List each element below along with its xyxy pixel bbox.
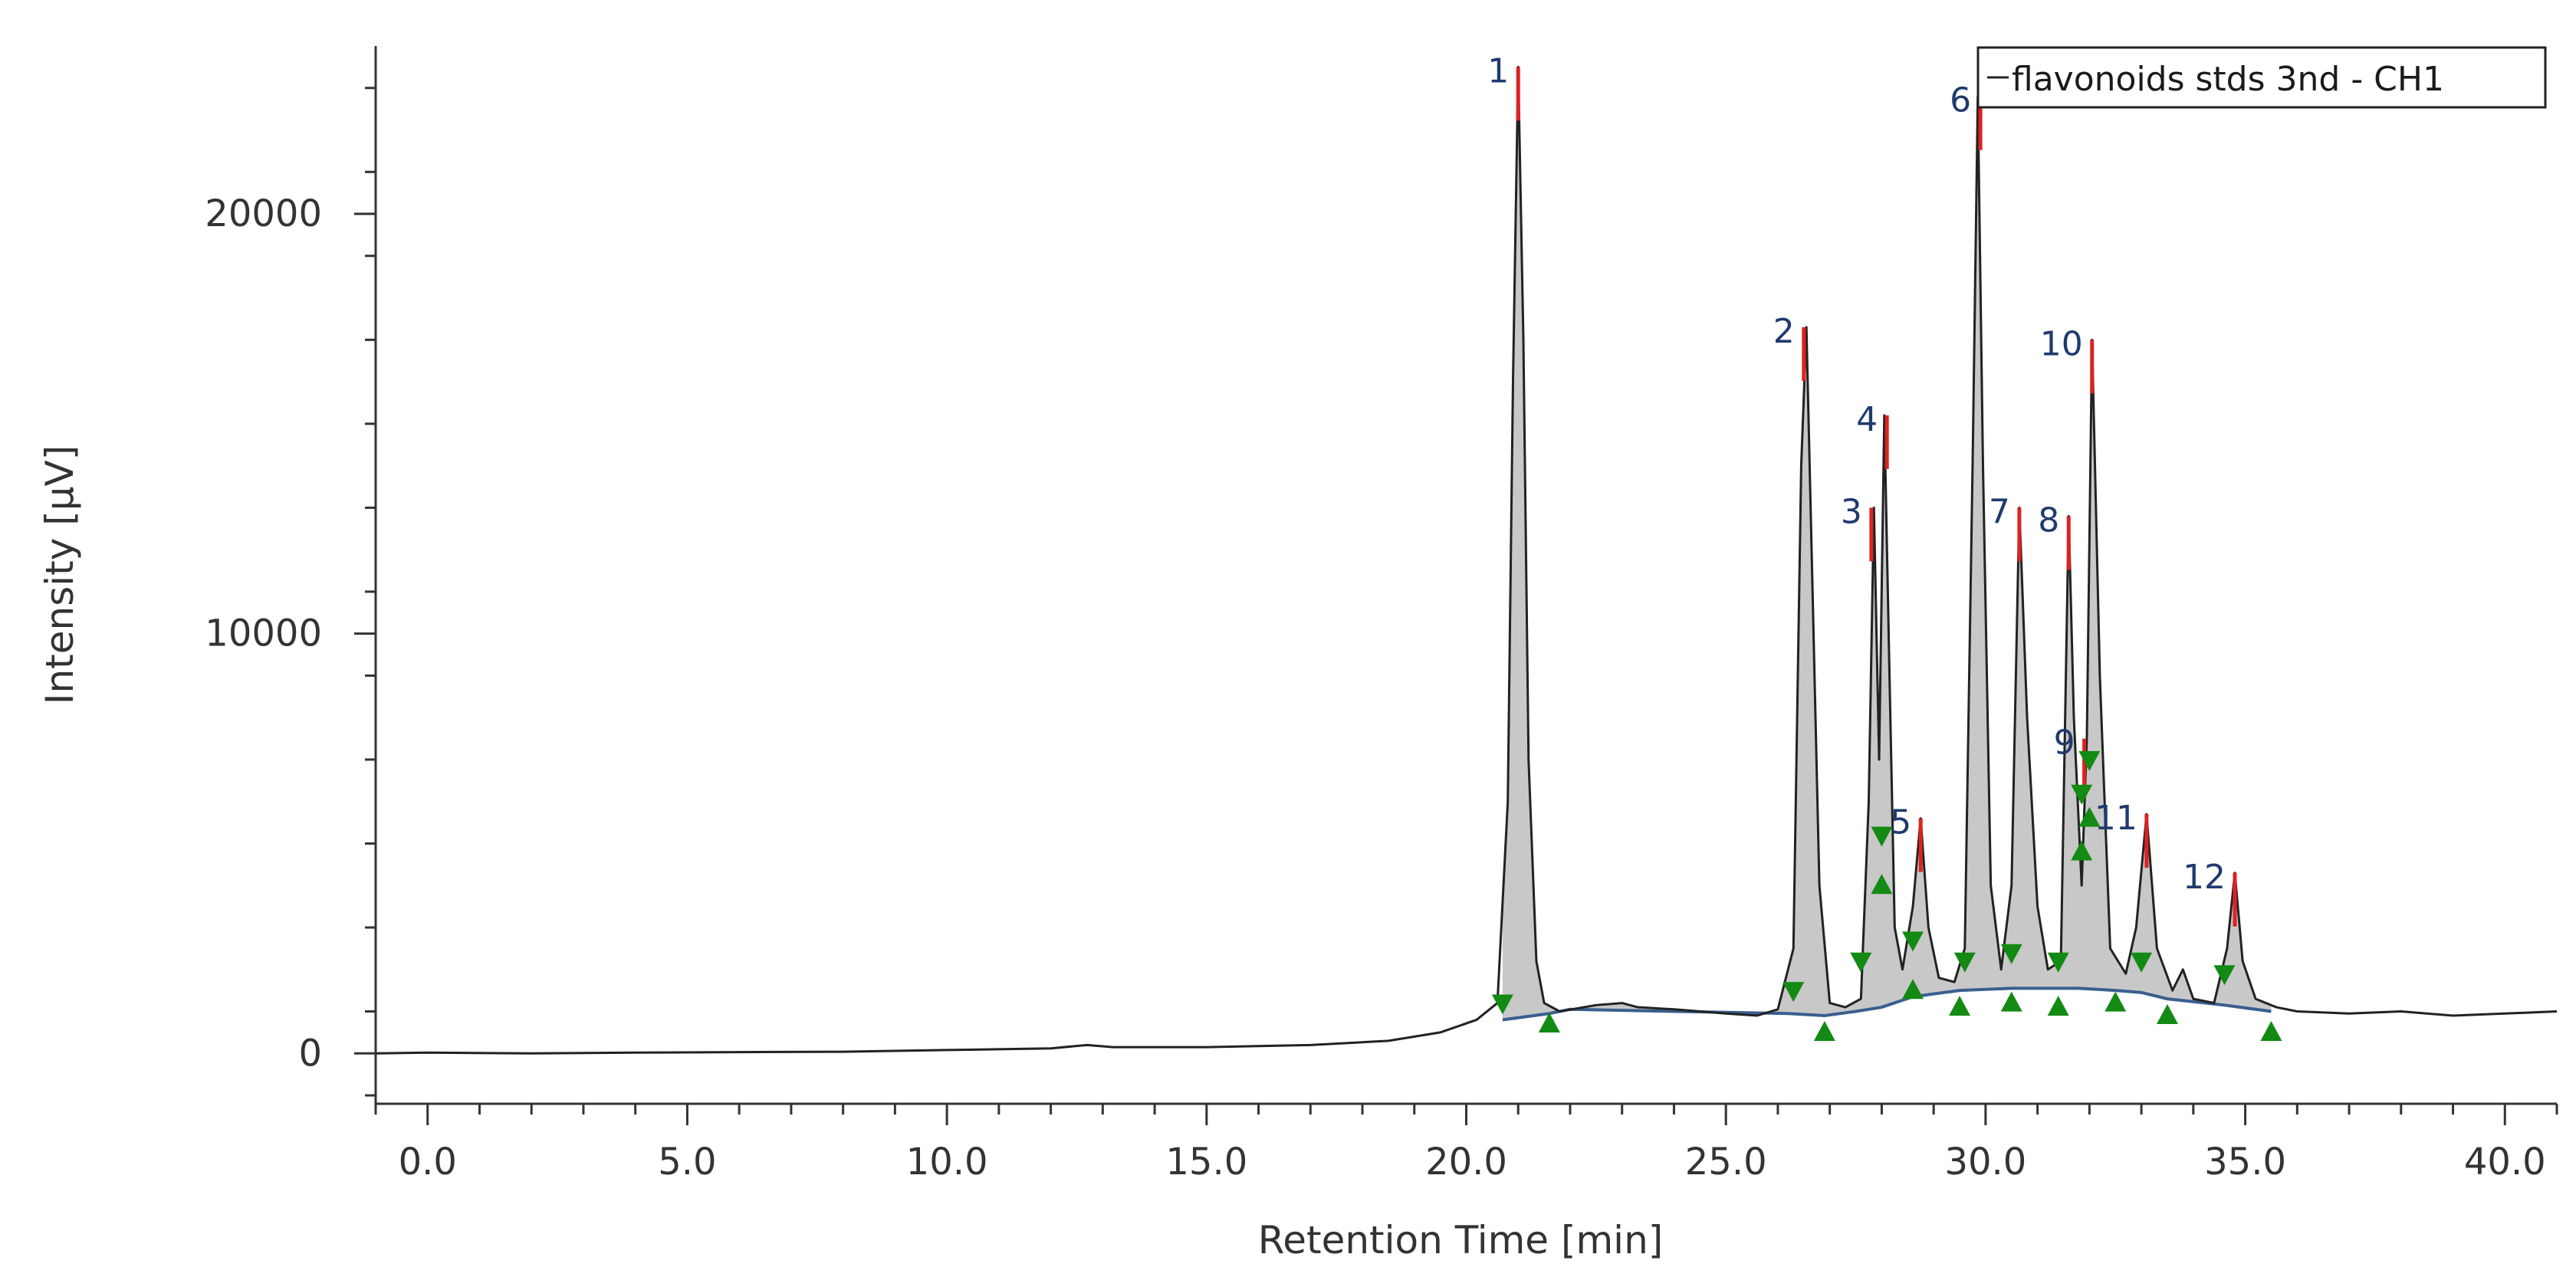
peak-end-marker [2071, 840, 2093, 861]
peak-label: 8 [2038, 501, 2059, 540]
peak-start-marker [1953, 952, 1976, 973]
peak-label: 6 [1950, 81, 1971, 120]
peak-start-marker [2071, 784, 2093, 805]
legend-entry: flavonoids stds 3nd - CH1 [2012, 60, 2444, 99]
peak-start-marker [1850, 952, 1872, 973]
x-tick-label: 15.0 [1165, 1141, 1247, 1183]
peak-start-marker [2047, 952, 2069, 973]
y-tick-label: 20000 [205, 192, 322, 235]
peak-label: 9 [2054, 724, 2075, 763]
peak-end-marker [2078, 806, 2101, 827]
peak-end-marker [1902, 979, 1924, 1000]
y-tick-label: 0 [298, 1032, 322, 1075]
x-tick-label: 0.0 [399, 1141, 457, 1183]
y-axis-title: Intensity [µV] [38, 445, 82, 705]
peak-end-marker [2260, 1020, 2282, 1041]
peak-label: 7 [1989, 492, 2010, 531]
peak-end-marker [1949, 996, 1971, 1016]
signal-trace [375, 65, 2558, 1055]
y-tick-label: 10000 [205, 612, 322, 655]
legend-box [1976, 46, 2547, 109]
x-tick-label: 40.0 [2464, 1141, 2546, 1183]
trace-line [375, 65, 2558, 1055]
peak-apex-marks [1516, 67, 2237, 927]
baseline-line [1502, 986, 2272, 1022]
peak-start-marker [2000, 944, 2022, 964]
x-tick-label: 25.0 [1685, 1141, 1767, 1183]
peak-start-marker [2131, 952, 2153, 973]
peak-label: 10 [2040, 324, 2083, 363]
x-tick-label: 20.0 [1425, 1141, 1507, 1183]
peak-start-marker [1491, 994, 1513, 1015]
peak-end-marker [1871, 874, 1893, 895]
peak-end-marker [2047, 996, 2069, 1016]
y-ticks: 0 10000 20000 [205, 87, 376, 1097]
peak-start-marker [2213, 965, 2236, 986]
x-tick-label: 5.0 [658, 1141, 716, 1183]
peak-label: 4 [1856, 400, 1878, 439]
x-tick-label: 30.0 [1944, 1141, 2026, 1183]
integration-baseline [1502, 986, 2272, 1022]
integration-markers [1491, 750, 2282, 1041]
peak-end-marker [1538, 1013, 1560, 1032]
peak-start-marker [1902, 931, 1924, 952]
peak-end-marker [2000, 991, 2022, 1012]
peak-label: 11 [2095, 799, 2137, 838]
peak-end-marker [2104, 991, 2127, 1012]
legend: flavonoids stds 3nd - CH1 [1976, 46, 2547, 109]
peak-label: 2 [1773, 312, 1795, 351]
x-tick-label: 35.0 [2204, 1141, 2286, 1183]
peak-end-marker [2156, 1004, 2178, 1025]
x-axis-title: Retention Time [min] [1258, 1218, 1664, 1262]
peak-start-marker [1871, 826, 1893, 847]
peak-label: 3 [1841, 492, 1862, 531]
peak-label: 1 [1487, 51, 1509, 90]
peak-label: 12 [2183, 858, 2226, 897]
x-ticks: 0.0 5.0 10.0 15.0 20.0 25.0 30.0 35.0 40.0 [374, 1104, 2558, 1183]
peak-label: 5 [1890, 803, 1911, 842]
peak-end-marker [1813, 1020, 1835, 1041]
peak-start-marker [1783, 982, 1805, 1003]
x-tick-label: 10.0 [906, 1141, 988, 1183]
peak-start-marker [2078, 750, 2101, 771]
